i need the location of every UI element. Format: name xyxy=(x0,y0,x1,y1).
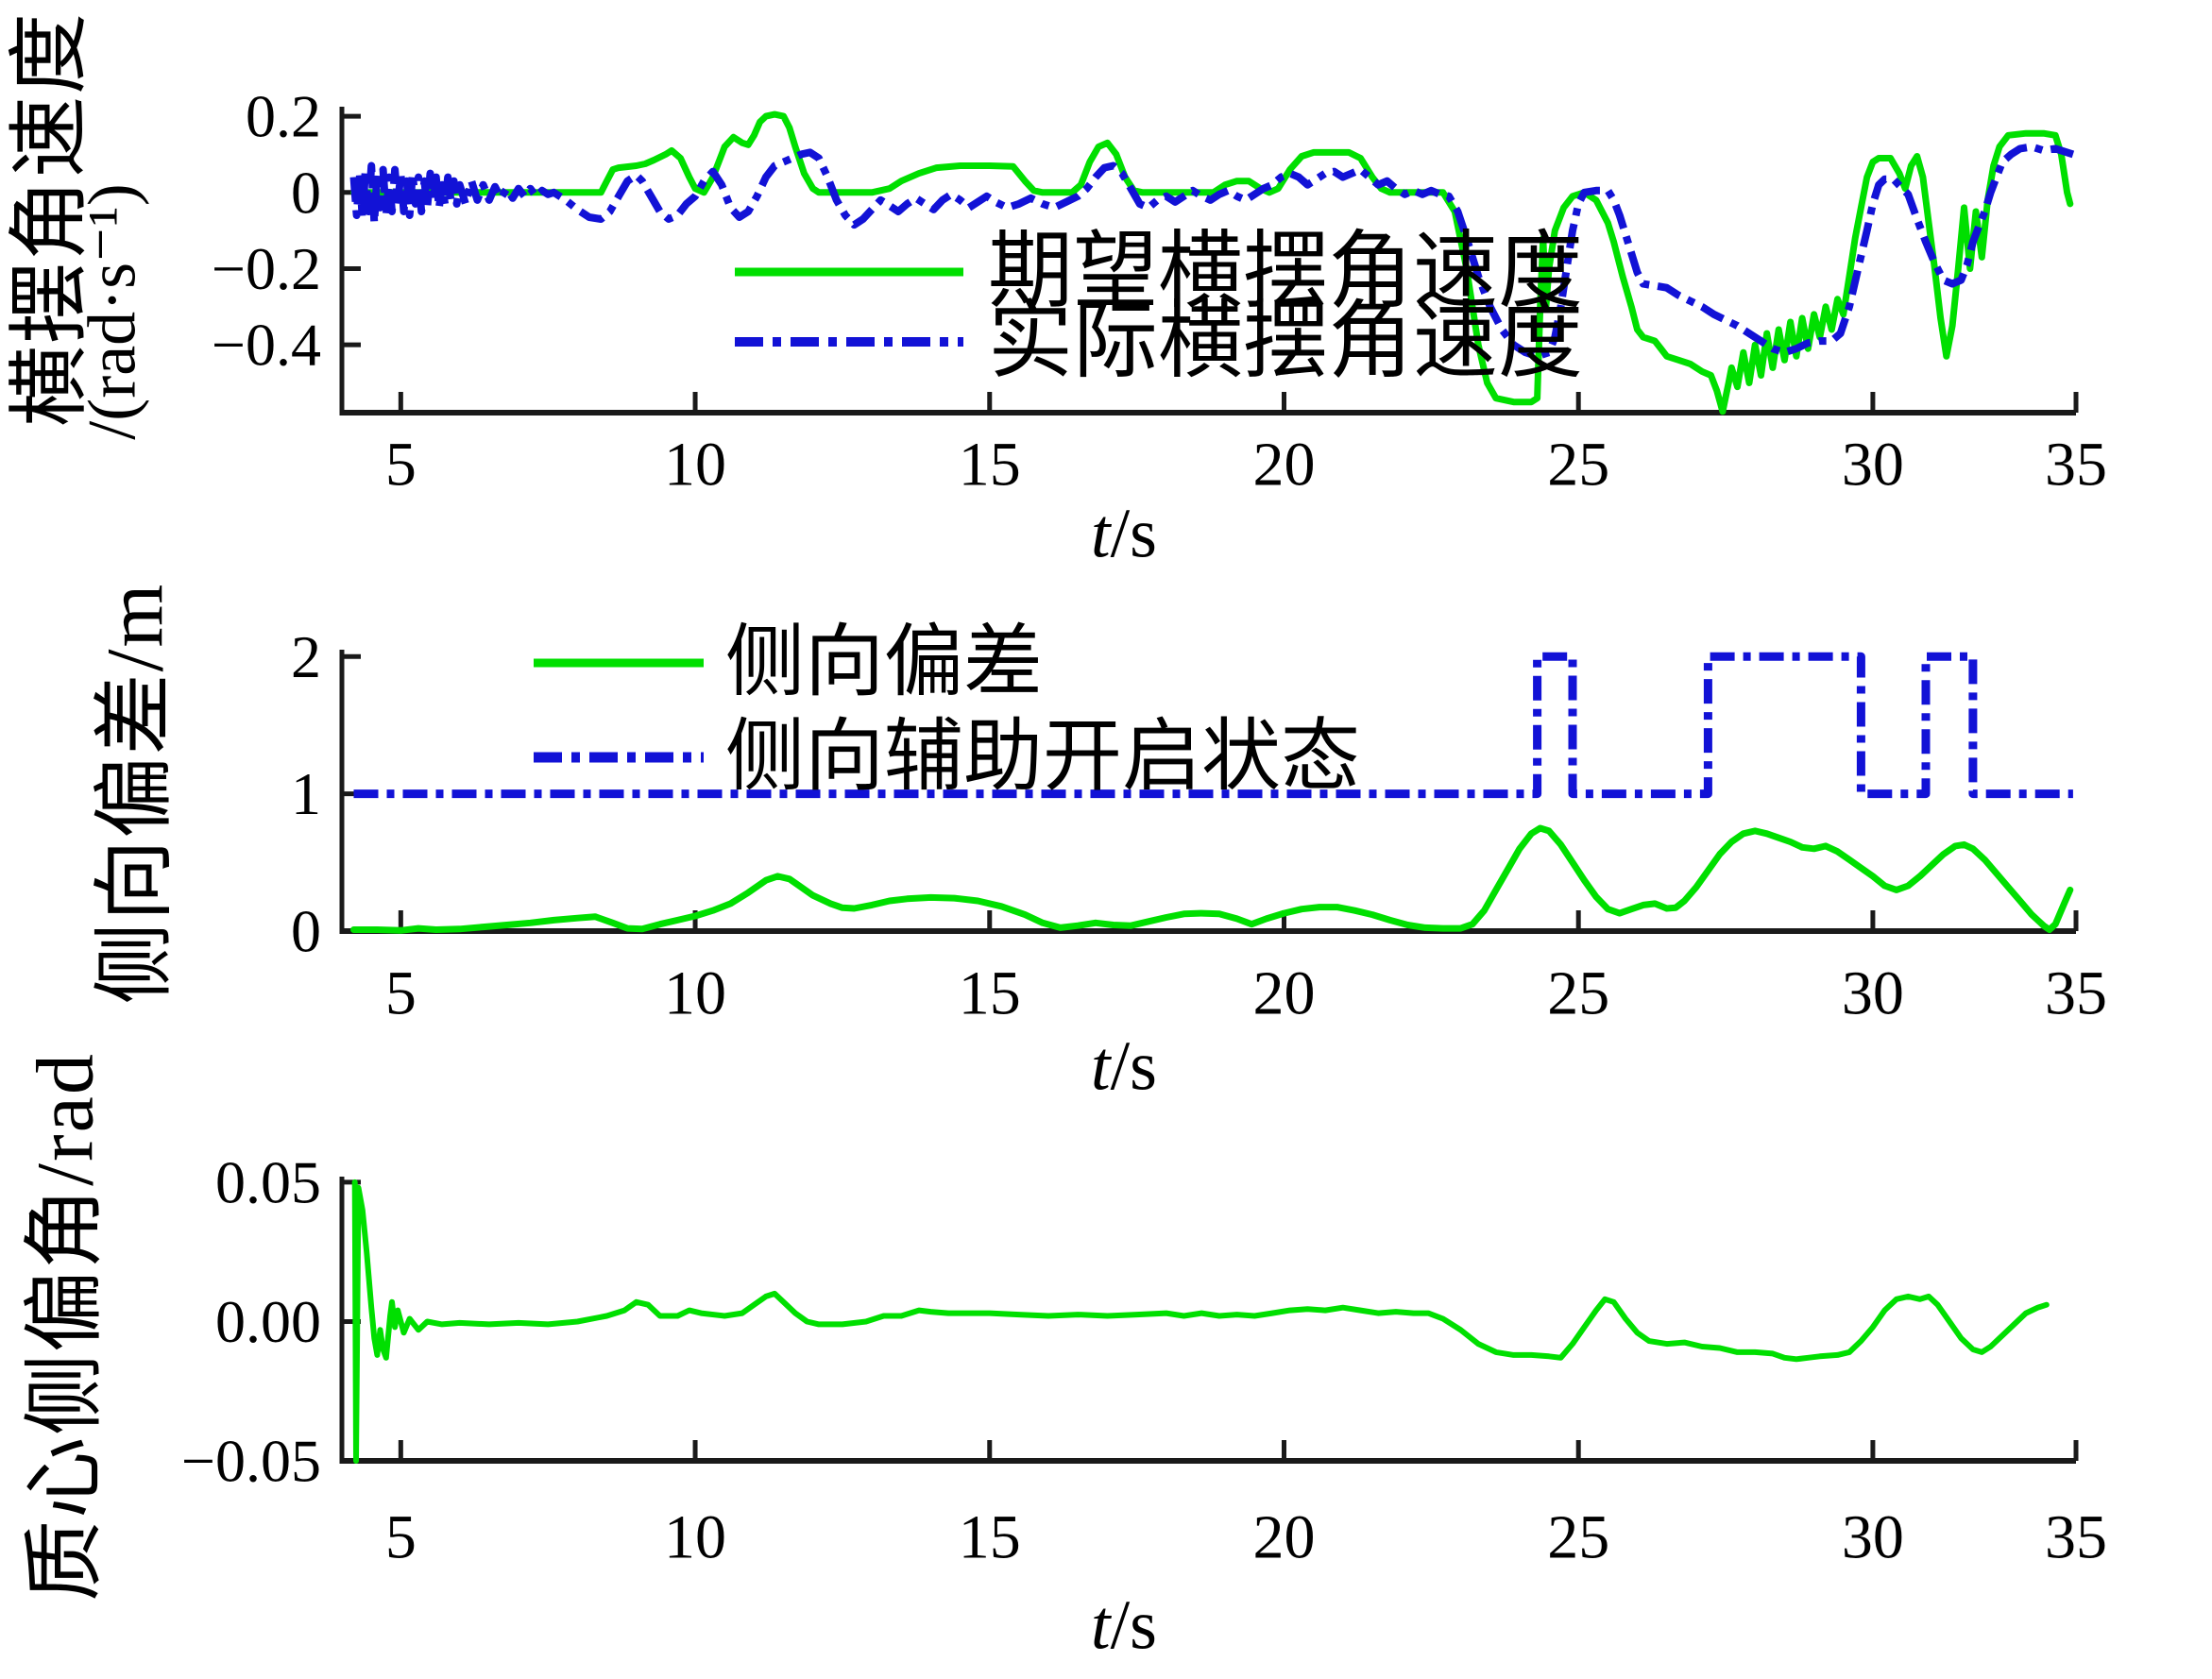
y-tick-label: 0 xyxy=(291,159,321,226)
series-actual-yaw-rate xyxy=(349,143,2075,361)
x-tick-label: 30 xyxy=(1842,959,1904,1028)
series-sideslip-angle xyxy=(351,1179,2050,1464)
x-tick-label: 20 xyxy=(1252,959,1315,1028)
sideslip-angle-ylabel: 质心侧偏角/rad xyxy=(19,1052,111,1602)
x-tick-label: 20 xyxy=(1252,431,1315,500)
x-tick-label: 5 xyxy=(385,1503,417,1572)
y-tick-label: 0.2 xyxy=(246,83,321,150)
x-tick-label: 10 xyxy=(664,431,726,500)
y-tick-label: −0.4 xyxy=(212,312,321,379)
y-tick-label: 2 xyxy=(291,623,321,690)
sideslip-angle-xlabel: t/s xyxy=(1091,1586,1157,1665)
x-tick-label: 20 xyxy=(1252,1503,1315,1572)
x-tick-label: 15 xyxy=(959,431,1021,500)
x-tick-label: 35 xyxy=(2045,431,2107,500)
series-assist-state xyxy=(353,652,2073,799)
x-tick-label: 5 xyxy=(385,959,417,1028)
x-tick-label: 25 xyxy=(1547,1503,1609,1572)
y-tick-label: 1 xyxy=(291,760,321,827)
series-lateral-deviation xyxy=(350,824,2074,934)
legend-label: 期望横摆角速度 xyxy=(988,226,1583,319)
x-tick-label: 35 xyxy=(2045,1503,2107,1572)
x-tick-label: 10 xyxy=(664,1503,726,1572)
x-tick-label: 10 xyxy=(664,959,726,1028)
x-tick-label: 15 xyxy=(959,959,1021,1028)
lateral-deviation-xlabel: t/s xyxy=(1091,1027,1157,1106)
series-desired-yaw-rate xyxy=(350,110,2074,416)
yaw-rate-ylabel-unit: /(rad·s⁻¹) xyxy=(74,183,150,440)
y-tick-label: −0.05 xyxy=(181,1428,321,1495)
x-tick-label: 15 xyxy=(959,1503,1021,1572)
x-tick-label: 25 xyxy=(1547,431,1609,500)
y-tick-label: 0.05 xyxy=(215,1148,321,1215)
legend-label: 实际横摆角速度 xyxy=(988,296,1583,389)
legend-label: 侧向偏差 xyxy=(725,619,1043,707)
x-tick-label: 30 xyxy=(1842,431,1904,500)
x-tick-label: 5 xyxy=(385,431,417,500)
y-tick-label: −0.2 xyxy=(212,235,321,302)
lateral-deviation-ylabel: 侧向偏差/m xyxy=(89,582,180,1005)
x-tick-label: 25 xyxy=(1547,959,1609,1028)
x-tick-label: 35 xyxy=(2045,959,2107,1028)
legend-label: 侧向辅助开启状态 xyxy=(725,714,1360,802)
y-tick-label: 0.00 xyxy=(215,1288,321,1355)
yaw-rate-xlabel: t/s xyxy=(1091,495,1157,573)
x-tick-label: 30 xyxy=(1842,1503,1904,1572)
y-tick-label: 0 xyxy=(291,898,321,965)
